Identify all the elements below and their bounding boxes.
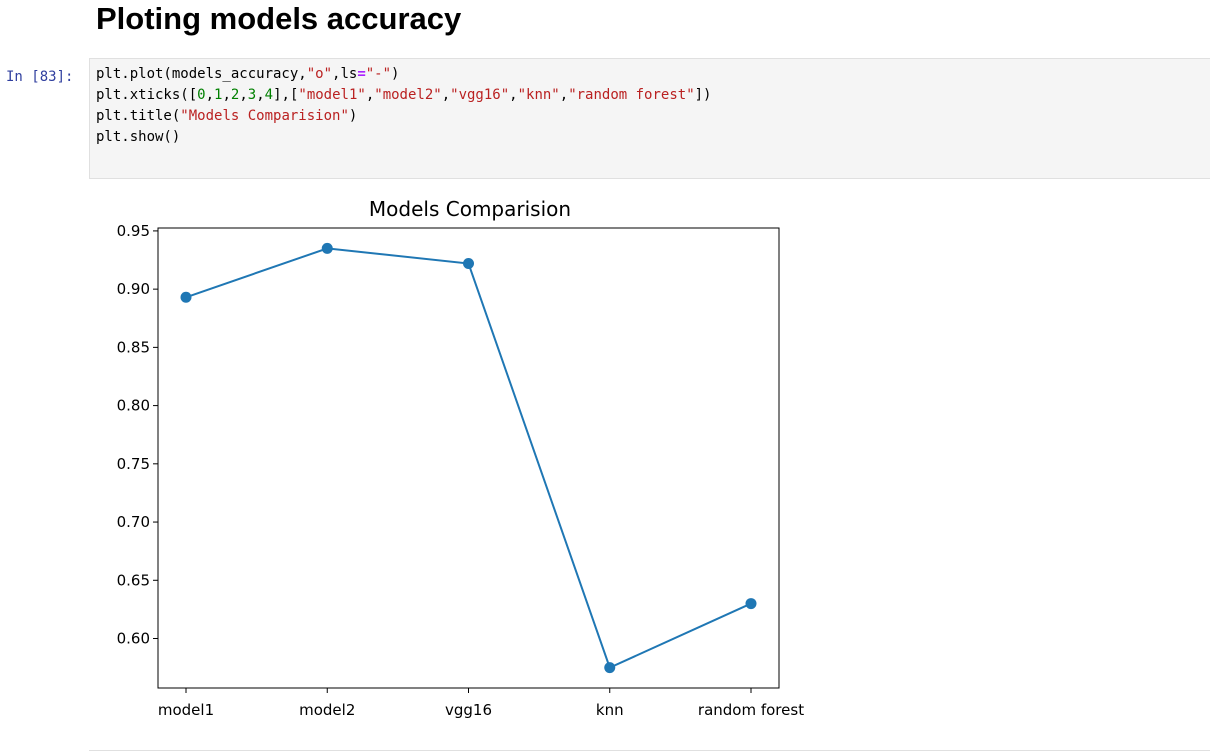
- cell-prompt: In [83]:: [6, 69, 74, 85]
- code-token: ]): [694, 87, 712, 103]
- code-token: ,: [205, 87, 215, 103]
- y-tick-label: 0.60: [117, 630, 150, 648]
- x-tick-label: random forest: [698, 701, 804, 719]
- series-line: [185, 247, 752, 669]
- code-token: 2: [230, 87, 240, 103]
- data-point: [321, 242, 333, 254]
- section-heading: Ploting models accuracy: [96, 1, 462, 36]
- code-token: "knn": [517, 87, 560, 103]
- y-tick-label: 0.80: [117, 397, 150, 415]
- data-point: [745, 598, 757, 610]
- code-token: =: [357, 66, 366, 82]
- cell-divider: [89, 750, 1210, 751]
- x-axis: model1 model2 vgg16 knn random forest: [158, 688, 804, 719]
- code-token: ,: [239, 87, 248, 103]
- code-line: plt.show(): [96, 127, 711, 148]
- code-token: "Models Comparision": [180, 108, 349, 124]
- code-token: plt.show(): [96, 129, 181, 145]
- data-point: [180, 291, 192, 303]
- code-token: ,: [256, 87, 265, 103]
- data-point: [604, 662, 616, 674]
- series-layer: [180, 242, 757, 674]
- code-line: plt.plot(models_accuracy,"o",ls="-"): [96, 64, 711, 85]
- code-token: "-": [365, 66, 392, 82]
- data-point: [463, 258, 474, 270]
- code-line: plt.xticks([0,1,2,3,4],["model1","model2…: [96, 85, 711, 106]
- y-tick-label: 0.95: [117, 222, 150, 240]
- code-token: ,: [222, 87, 231, 103]
- code-token: ,: [441, 87, 451, 103]
- code-token: ,: [365, 87, 375, 103]
- y-tick-label: 0.70: [117, 513, 150, 531]
- code-token: "model2": [374, 87, 442, 103]
- code-token: ): [391, 66, 400, 82]
- code-token: 4: [264, 87, 274, 103]
- code-token: "o": [306, 66, 333, 82]
- cell-output: Models Comparision 0.60 0.65 0.70 0.75 0.80 0…: [89, 190, 829, 730]
- y-axis: 0.60 0.65 0.70 0.75 0.80 0.85 0.90 0.95: [117, 222, 158, 648]
- code-token: ,: [509, 87, 518, 103]
- plot-frame: [157, 227, 780, 689]
- y-tick-label: 0.65: [117, 571, 150, 589]
- code-token: "random forest": [568, 87, 695, 103]
- code-token: plt.xticks([: [96, 87, 198, 103]
- code-token: ],[: [273, 87, 299, 103]
- code-line: plt.title("Models Comparision"): [96, 106, 711, 127]
- line-chart: Models Comparision 0.600.650.700.750.800…: [117, 197, 805, 719]
- code-token: "vgg16": [450, 87, 510, 103]
- x-tick-label: model1: [158, 701, 214, 719]
- x-tick-label: model2: [299, 701, 355, 719]
- code-token: ,: [559, 87, 569, 103]
- code-token: plt.plot(models_accuracy,: [96, 66, 307, 82]
- code-text[interactable]: plt.plot(models_accuracy,"o",ls="-") plt.…: [96, 64, 711, 148]
- y-tick-label: 0.85: [117, 338, 150, 356]
- code-token: 1: [214, 87, 223, 103]
- code-token: "model1": [298, 87, 366, 103]
- y-tick-label: 0.90: [117, 280, 150, 298]
- x-tick-label: knn: [596, 701, 624, 719]
- code-token: ,ls: [332, 66, 358, 82]
- code-token: plt.title(: [96, 108, 181, 124]
- code-token: 3: [247, 87, 257, 103]
- code-token: 0: [197, 87, 206, 103]
- y-tick-label: 0.75: [117, 455, 150, 473]
- chart-title: Models Comparision: [369, 197, 571, 221]
- code-token: ): [348, 108, 358, 124]
- code-cell-editor[interactable]: plt.plot(models_accuracy,"o",ls="-") plt.…: [89, 58, 1210, 179]
- x-tick-label: vgg16: [445, 701, 492, 719]
